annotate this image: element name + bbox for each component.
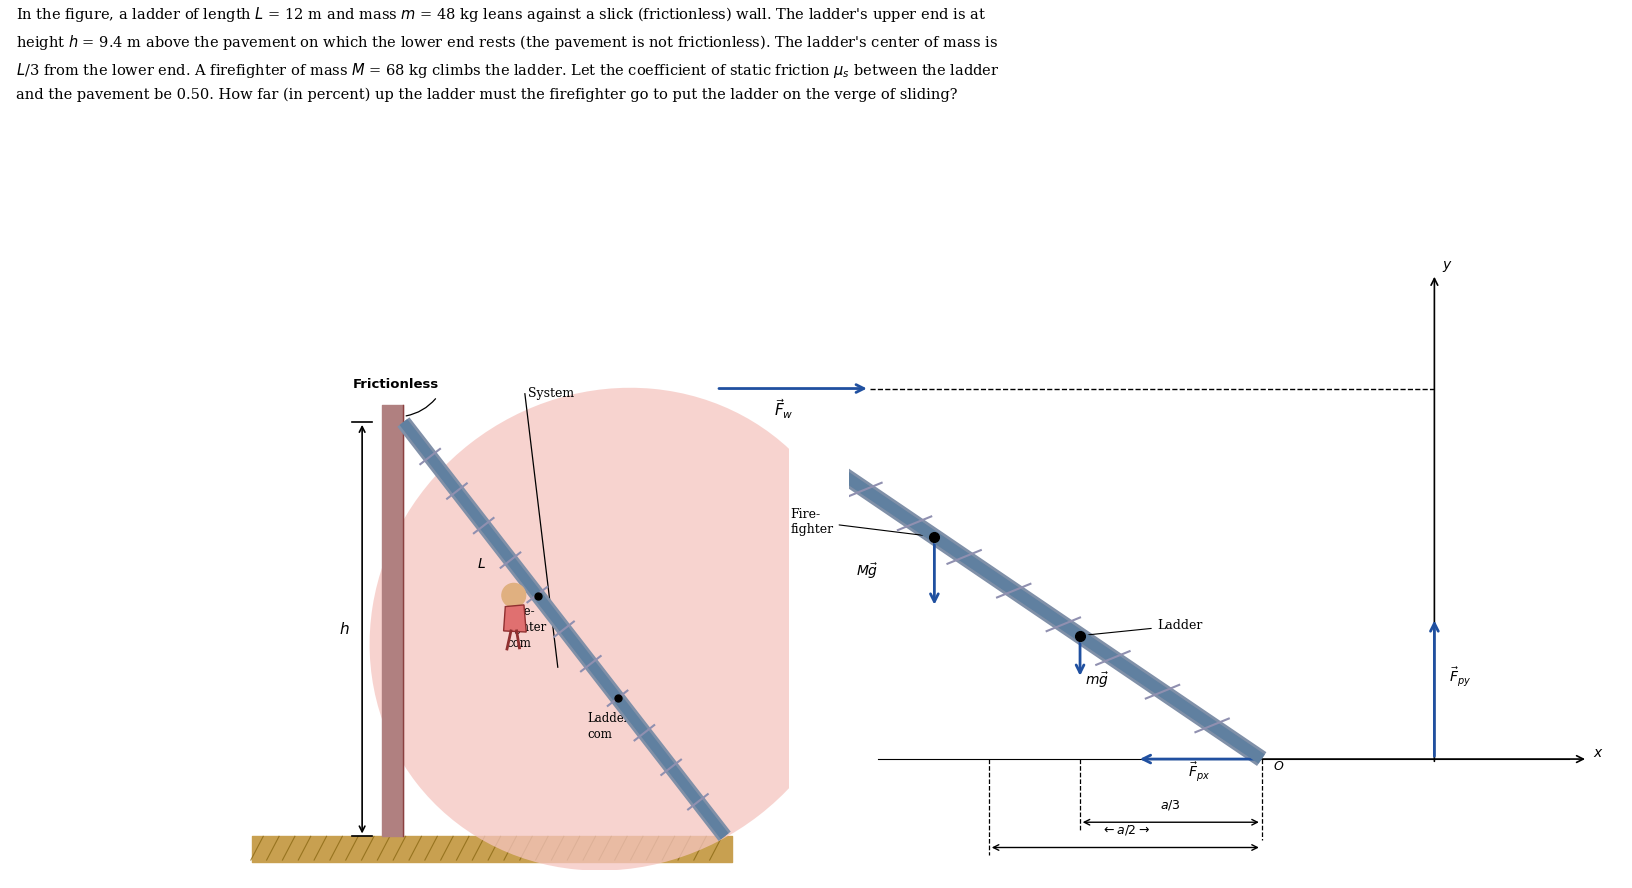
Text: $O$: $O$ <box>1273 760 1284 773</box>
Text: $y$: $y$ <box>1441 259 1452 274</box>
Text: Fire-
fighter: Fire- fighter <box>790 508 930 536</box>
Text: In the figure, a ladder of length $L$ = 12 m and mass $m$ = 48 kg leans against : In the figure, a ladder of length $L$ = … <box>16 4 999 102</box>
Text: $h$: $h$ <box>339 622 349 638</box>
Circle shape <box>501 583 526 607</box>
Ellipse shape <box>369 388 860 870</box>
Text: $\vec{F}_w$: $\vec{F}_w$ <box>774 397 793 421</box>
Text: Frictionless: Frictionless <box>353 378 439 391</box>
Text: $L$: $L$ <box>477 557 486 571</box>
Text: Fire-
fighter
com: Fire- fighter com <box>506 605 547 650</box>
Text: $\leftarrow a/2 \rightarrow$: $\leftarrow a/2 \rightarrow$ <box>1100 823 1149 837</box>
Text: Ladder
com: Ladder com <box>588 711 630 741</box>
Text: $\vec{F}_{py}$: $\vec{F}_{py}$ <box>1448 665 1470 687</box>
Text: Ladder: Ladder <box>1082 619 1201 636</box>
Text: $a/3$: $a/3$ <box>1160 798 1180 813</box>
Text: $x$: $x$ <box>1591 746 1603 759</box>
Text: $\vec{F}_{px}$: $\vec{F}_{px}$ <box>1188 760 1209 783</box>
Polygon shape <box>503 605 526 632</box>
Text: System: System <box>527 387 573 400</box>
Text: $m\vec{g}$: $m\vec{g}$ <box>1084 670 1108 690</box>
Text: $M\vec{g}$: $M\vec{g}$ <box>855 561 878 581</box>
